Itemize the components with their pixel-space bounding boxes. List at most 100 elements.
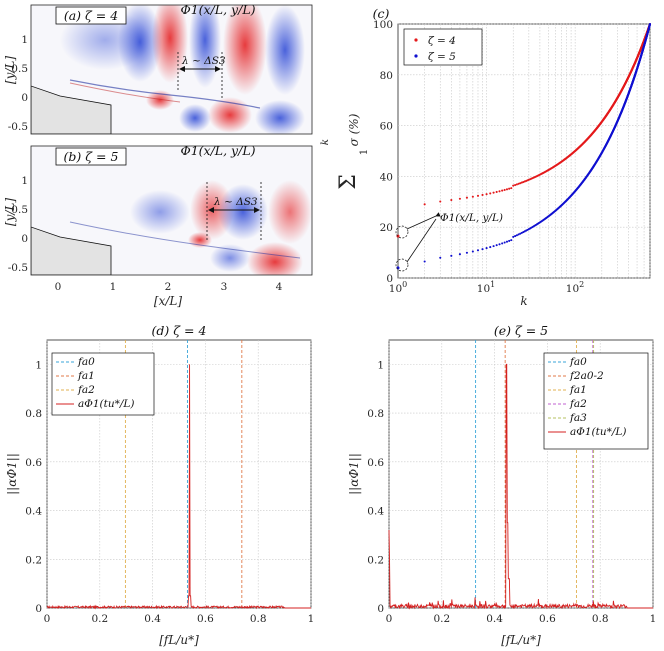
- scatter-point: [489, 192, 492, 195]
- scatter-point: [476, 249, 480, 252]
- panel-c-ytick: 100: [373, 19, 393, 31]
- scatter-point: [508, 239, 511, 242]
- panel-e-ylabel: ||αΦ1||: [347, 453, 361, 495]
- panel-b-title: Φ1(x/L, y/L): [180, 143, 255, 158]
- panel-e-legend-items: fa0 f2a0-2 fa1 fa2 fa3 aΦ1(tu*/L): [548, 356, 626, 438]
- legend-label: fa1: [569, 384, 587, 396]
- panel-c-ytick: 20: [380, 222, 393, 234]
- panel-d-ylabel: ||αΦ1||: [5, 453, 19, 495]
- ytick-label: 1: [377, 359, 384, 371]
- legend-marker-zeta5: [414, 54, 418, 58]
- ytick-label: 0.8: [25, 408, 42, 420]
- panel-c-xlabel: k: [520, 294, 527, 308]
- panel-c-sum-upper: k: [319, 139, 331, 145]
- xtick-label: 0.8: [250, 613, 267, 625]
- panel-c-xtick: 100: [389, 280, 407, 295]
- scatter-point: [458, 253, 461, 256]
- panel-d-title: (d) ζ = 4: [152, 323, 207, 338]
- scatter-point: [503, 241, 506, 244]
- legend-label: aΦ1(tu*/L): [570, 426, 626, 438]
- xtick-label: 1: [308, 613, 315, 625]
- panel-b-ytick: 1: [21, 175, 28, 187]
- legend-label: fa0: [77, 356, 95, 368]
- panel-b-tag: (b) ζ = 5: [64, 149, 119, 164]
- panel-b-ytick: 0: [21, 233, 28, 245]
- scatter-point: [450, 198, 453, 202]
- legend-label: aΦ1(tu*/L): [78, 398, 134, 410]
- panel-c-ylabel-text: σ (%): [347, 113, 361, 146]
- scatter-point: [485, 193, 488, 196]
- panel-e: (e) ζ = 5 00.20.40.60.81 0 0.2 0.4 0.6 0.8 1 …: [347, 323, 656, 647]
- panel-c-yticks: 0 20 40 60 80 100: [373, 19, 393, 285]
- xtick-label: 0.4: [144, 613, 161, 625]
- legend-marker-zeta4: [414, 38, 418, 42]
- scatter-point: [503, 188, 506, 192]
- panel-b-xtick: 0: [55, 281, 62, 293]
- panel-a-ytick: 1: [21, 34, 28, 46]
- panel-c-series: [396, 22, 652, 270]
- scatter-point: [465, 196, 468, 199]
- panel-e-title: (e) ζ = 5: [494, 323, 548, 338]
- panel-c-xtick: 102: [566, 280, 584, 295]
- panel-b-field: [31, 180, 312, 275]
- panel-a-ylabel: [y/L]: [3, 56, 17, 84]
- scatter-point: [505, 188, 509, 191]
- panel-b-annotation: λ ~ ΔS3: [213, 196, 258, 208]
- panel-d-xticks: 0 0.2 0.4 0.6 0.8 1: [44, 613, 315, 625]
- ytick-label: 1: [35, 359, 42, 371]
- scatter-point: [505, 240, 509, 243]
- panel-e-yticks: 0 0.2 0.4 0.6 0.8 1: [367, 359, 384, 615]
- panel-c: (c) 0 20 40 60 80 100 100 101 102 k Σ k 1 σ (…: [319, 6, 652, 308]
- panel-a-tag: (a) ζ = 4: [64, 8, 118, 23]
- scatter-point: [512, 184, 515, 187]
- panel-c-grid: [398, 23, 651, 279]
- scatter-point: [471, 250, 474, 253]
- panel-c-ylabel: Σ k 1 σ (%): [319, 113, 370, 189]
- legend-label: fa0: [569, 356, 587, 368]
- panel-d-xlabel: [fL/u*]: [159, 633, 199, 647]
- panel-a-ytick: 0.5: [11, 63, 28, 75]
- scatter-point: [471, 195, 474, 198]
- scatter-point: [510, 239, 513, 242]
- panel-c-ytick: 80: [380, 70, 393, 82]
- panel-a-annotation: λ ~ ΔS3: [181, 55, 226, 67]
- scatter-point: [485, 247, 488, 250]
- xtick-label: 0.6: [197, 613, 214, 625]
- xtick-label: 0.6: [539, 613, 556, 625]
- scatter-point: [423, 260, 426, 263]
- panel-e-xticks: 0 0.2 0.4 0.6 0.8 1: [386, 613, 657, 625]
- xtick-label: 0.2: [91, 613, 108, 625]
- scatter-point: [423, 203, 426, 206]
- panel-b-ytick: 0.5: [11, 204, 28, 216]
- scatter-point: [492, 191, 495, 194]
- panel-b-xtick: 2: [165, 281, 172, 293]
- panel-a-yticks: 1 0.5 0 -0.5: [8, 34, 28, 133]
- scatter-point: [481, 193, 484, 197]
- scatter-point: [517, 233, 520, 236]
- scatter-point: [514, 235, 517, 238]
- ytick-label: 0: [377, 603, 384, 615]
- xtick-label: 0.2: [433, 613, 450, 625]
- panel-c-ytick: 60: [380, 121, 393, 133]
- scatter-point: [498, 243, 501, 246]
- panel-a-axes: [30, 4, 313, 135]
- panel-b-yticks: 1 0.5 0 -0.5: [8, 175, 28, 274]
- panel-b-xlabel: [x/L]: [154, 294, 182, 308]
- panel-d: (d) ζ = 4 00.20.40.60.81 0 0.2 0.4 0.6 0.8 1 …: [5, 323, 314, 647]
- panel-c-tag: (c): [373, 6, 390, 21]
- scatter-point: [439, 256, 442, 259]
- scatter-point: [519, 232, 522, 235]
- panel-d-grid: [46, 340, 312, 609]
- scatter-point: [501, 242, 504, 245]
- panel-d-legend: [51, 352, 155, 416]
- ytick-label: 0.4: [367, 506, 384, 518]
- scatter-point: [517, 182, 520, 185]
- scatter-point: [514, 183, 517, 187]
- panel-a-tag-box: [55, 6, 127, 25]
- scatter-point: [458, 197, 461, 200]
- scatter-point: [439, 200, 442, 203]
- panel-b-xtick: 4: [276, 281, 283, 293]
- scatter-point: [495, 190, 498, 194]
- xtick-label: 0: [386, 613, 393, 625]
- panel-c-sum-lower: 1: [358, 149, 370, 156]
